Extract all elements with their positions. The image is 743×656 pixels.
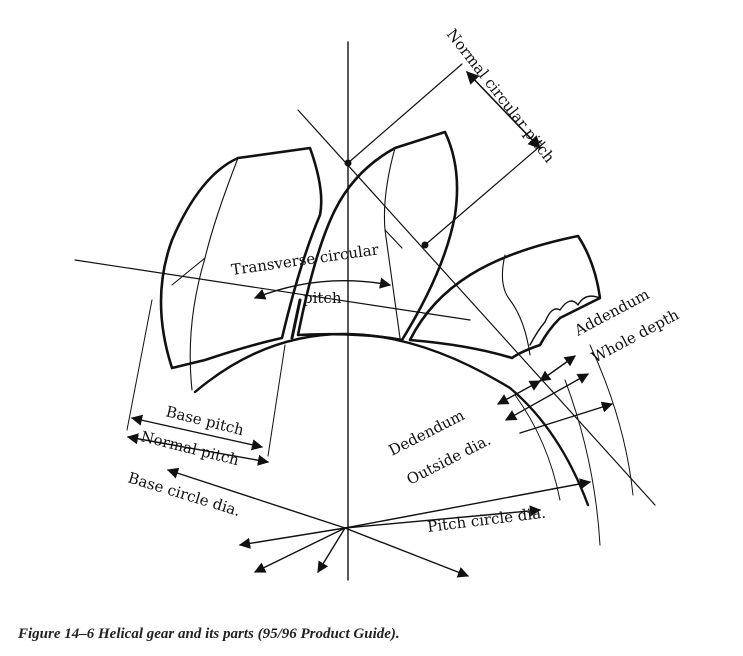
label-pitch: pitch [303,289,342,307]
base-circle-dia-arrow [166,467,346,529]
normal-line-2 [424,141,546,246]
label-pitch-circle-dia: Pitch circle dia. [426,504,546,536]
radial-arrow-down [317,527,346,573]
normal-pitch-arrow [126,433,270,466]
gear-tooth-center-edge [290,298,302,340]
base-pitch-extension-right [267,344,286,457]
addendum-arrow [539,355,576,382]
radial-arrow-lower-left-2 [253,527,346,573]
gear-tooth-center-outline [296,130,459,342]
outside-dia-extension-arrow [519,401,614,434]
outside-dia-arrow [344,478,592,529]
figure-caption: Figure 14–6 Helical gear and its parts (… [18,626,400,642]
gear-tooth-right-face [501,254,531,356]
normal-line-1 [347,63,463,164]
radial-arrow-lower-left-1 [238,527,346,549]
gear-tooth-left-outline [159,146,323,370]
normal-circular-pitch-arrow [466,71,541,149]
whole-depth-arrow [505,373,589,421]
pitch-point-lower [421,241,429,249]
base-circle-arc [193,332,590,507]
outside-circle-arc [589,344,634,496]
gear-tooth-left-land [171,257,206,286]
base-pitch-extension-left [126,299,153,431]
pitch-circle-dia-arrow [344,505,542,529]
label-base-circle-dia: Base circle dia. [126,469,243,520]
transverse-circular-pitch-arrow [253,277,392,300]
gear-tooth-center-land [384,229,403,249]
gear-tooth-right-broken-edge [529,295,601,346]
radial-arrow-lower-right [344,527,470,578]
label-transverse-circular: Transverse circular [230,240,381,279]
pitch-point-upper [344,159,352,167]
label-normal-circular-pitch: Normal circular pitch [443,25,559,166]
